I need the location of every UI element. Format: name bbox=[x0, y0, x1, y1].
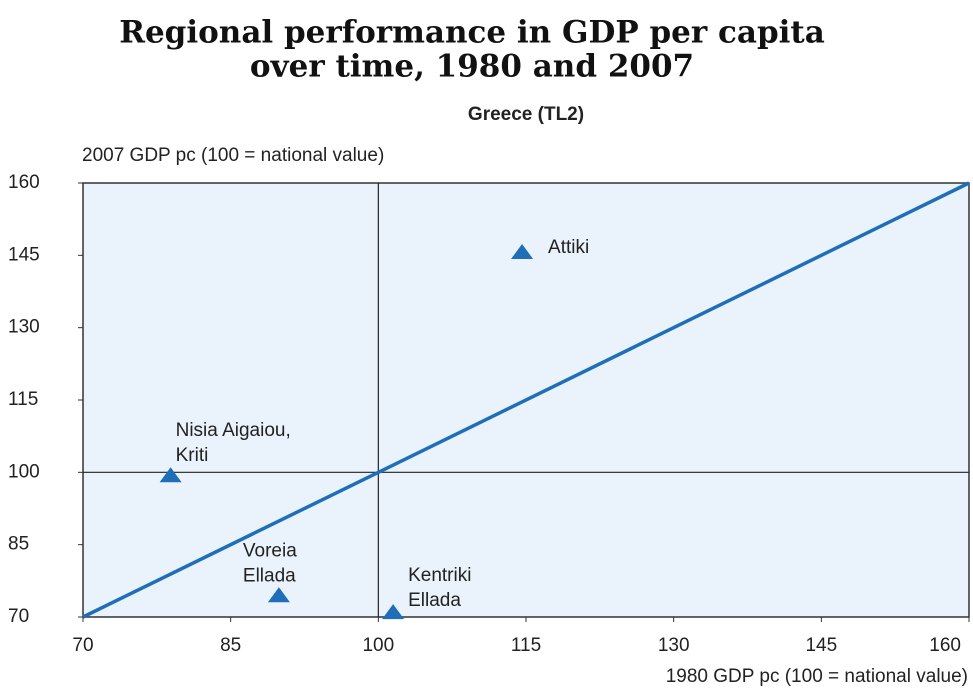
x-tick-label: 145 bbox=[805, 635, 837, 656]
y-tick-label: 115 bbox=[8, 389, 38, 410]
point-label: Ellada bbox=[243, 565, 296, 586]
point bbox=[267, 587, 290, 603]
x-tick-label: 85 bbox=[220, 635, 241, 656]
y-tick-label: 85 bbox=[8, 534, 29, 555]
point-label: Attiki bbox=[548, 237, 589, 258]
chart-title: Regional performance in GDP per capita bbox=[119, 15, 825, 51]
x-tick-label: 100 bbox=[362, 635, 394, 656]
x-axis-label: 1980 GDP pc (100 = national value) bbox=[666, 666, 968, 687]
chart-title: over time, 1980 and 2007 bbox=[250, 49, 694, 85]
y-tick-label: 145 bbox=[8, 244, 40, 265]
x-tick-label: 160 bbox=[929, 635, 961, 656]
y-axis-label: 2007 GDP pc (100 = national value) bbox=[82, 145, 384, 166]
point-label: Kentriki bbox=[408, 565, 471, 586]
point bbox=[382, 604, 405, 620]
x-tick-label: 70 bbox=[72, 635, 93, 656]
x-tick-label: 130 bbox=[658, 635, 690, 656]
point-label: Voreia bbox=[243, 540, 297, 561]
y-tick-label: 100 bbox=[8, 461, 40, 482]
point bbox=[511, 243, 534, 259]
y-tick-label: 160 bbox=[8, 172, 40, 193]
y-tick-label: 130 bbox=[8, 317, 40, 338]
point-label: Kriti bbox=[176, 445, 209, 466]
x-tick-label: 115 bbox=[511, 635, 541, 656]
point-label: Ellada bbox=[408, 590, 461, 611]
point-label: Nisia Aigaiou, bbox=[176, 420, 291, 441]
identity-line bbox=[82, 181, 970, 619]
point bbox=[159, 467, 182, 483]
y-tick-label: 70 bbox=[8, 606, 29, 627]
chart-subtitle: Greece (TL2) bbox=[468, 104, 584, 125]
